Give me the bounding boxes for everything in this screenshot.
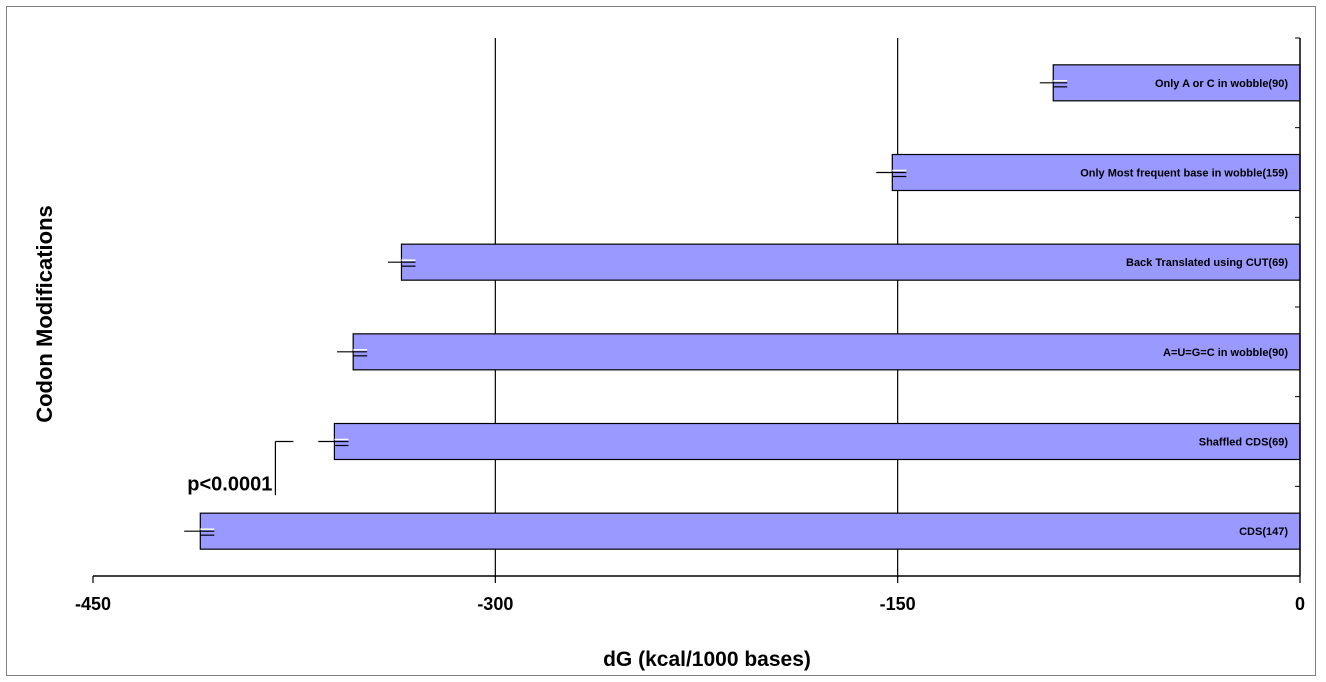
chart-frame: Only A or C in wobble(90) Only Most frequ… (6, 6, 1316, 676)
bar-label-3: A=U=G=C in wobble(90) (1163, 347, 1288, 359)
pvalue-label-0: p<0.0001 (187, 473, 272, 495)
bars: Only A or C in wobble(90) Only Most frequ… (184, 64, 1301, 550)
bar-label-1: Only Most frequent base in wobble(159) (1080, 168, 1288, 180)
x-tick-label-0: -450 (75, 594, 111, 614)
tick-labels: -450 -300 -150 0 (75, 576, 1305, 614)
bar-label-5: CDS(147) (1239, 526, 1288, 538)
x-tick-label-1: -300 (477, 594, 513, 614)
bar-3 (352, 333, 1301, 371)
bar-5 (199, 512, 1301, 550)
bar-1 (891, 153, 1301, 192)
x-tick-label-2: -150 (880, 594, 916, 614)
x-axis-label: dG (kcal/1000 bases) (603, 648, 811, 671)
bar-label-2: Back Translated using CUT(69) (1126, 257, 1288, 269)
x-tick-label-3: 0 (1295, 594, 1305, 614)
bar-chart: Only A or C in wobble(90) Only Most frequ… (32, 37, 1305, 671)
plot-area (93, 38, 1300, 576)
axes (93, 37, 1301, 577)
bar-4 (333, 422, 1301, 461)
grid-lines (494, 38, 899, 576)
annotations: p<0.0001 (187, 440, 294, 495)
plot-background (93, 38, 1300, 576)
bar-label-0: Only A or C in wobble(90) (1155, 78, 1288, 90)
y-axis-label: Codon Modifications (32, 205, 57, 423)
bar-label-4: Shaffled CDS(69) (1199, 437, 1289, 449)
